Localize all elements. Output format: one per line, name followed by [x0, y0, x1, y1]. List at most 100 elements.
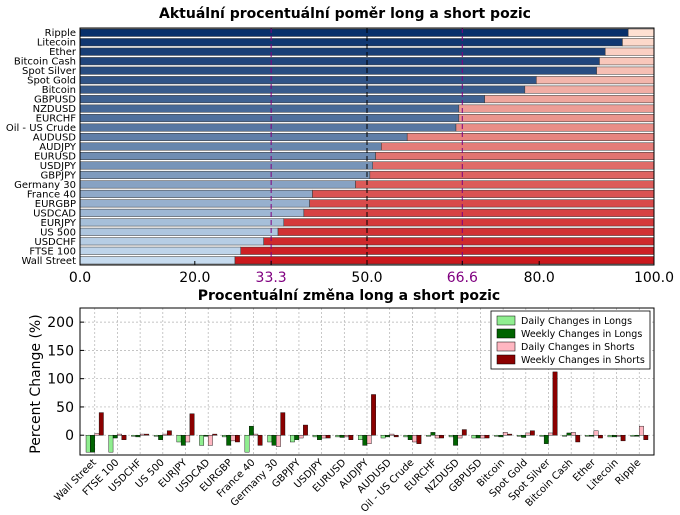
change-bar [543, 435, 549, 444]
change-bar [121, 435, 127, 440]
y-tick-label: 200 [47, 315, 74, 331]
change-bar [280, 412, 286, 436]
change-bar [117, 433, 122, 436]
long-bar [79, 142, 382, 151]
change-bar [344, 435, 349, 438]
short-bar [484, 95, 655, 104]
short-bar [458, 104, 655, 113]
change-bar [589, 435, 595, 437]
long-bar [79, 227, 279, 236]
change-bar [393, 435, 399, 438]
long-bar [79, 189, 313, 198]
change-bar [639, 425, 644, 436]
change-bar [643, 435, 649, 440]
change-bar [276, 435, 281, 447]
change-bar [475, 435, 481, 439]
long-bar [79, 38, 623, 47]
short-bar [312, 189, 655, 198]
change-bar [294, 435, 300, 440]
change-bar [230, 435, 236, 442]
change-bar [362, 435, 368, 446]
short-bar [303, 208, 655, 217]
change-bar [430, 432, 436, 436]
change-bar [539, 435, 545, 437]
change-bar [521, 435, 527, 438]
change-bar [461, 429, 467, 436]
top-chart-title: Aktuální procentuální poměr long a short… [159, 6, 531, 22]
change-bar [253, 433, 259, 436]
category-label: US 500 [40, 227, 76, 238]
category-label: AUDJPY [39, 142, 77, 153]
change-bar [271, 435, 277, 446]
change-bar [593, 430, 599, 436]
change-bar [612, 435, 617, 438]
long-bar [79, 66, 597, 75]
x-tick-label: 20.0 [179, 270, 210, 286]
change-bar [244, 435, 250, 453]
change-bar [620, 435, 626, 442]
long-bar [79, 199, 310, 208]
change-bar [457, 435, 463, 439]
short-bar [604, 47, 655, 56]
change-bar [502, 432, 508, 436]
change-bar [484, 435, 490, 439]
change-bar [212, 433, 218, 436]
change-bar [180, 435, 186, 446]
long-bar [79, 95, 485, 104]
long-bar [79, 170, 371, 179]
change-bar [548, 432, 554, 436]
short-bar [277, 227, 655, 236]
change-bar [108, 435, 114, 453]
legend-swatch [496, 328, 516, 339]
change-bar [434, 435, 440, 439]
change-bar [575, 435, 581, 443]
x-tick-label: 100.0 [634, 270, 674, 286]
long-bar [79, 123, 457, 132]
category-label: FTSE 100 [29, 246, 76, 257]
category-label: USDCAD [33, 208, 76, 219]
change-bar [162, 433, 168, 436]
plot-frame [79, 307, 655, 456]
change-bar [290, 435, 295, 443]
short-bar [234, 256, 655, 265]
x-tick-label: 33.3 [256, 270, 287, 286]
change-bar [166, 430, 172, 436]
change-bar [634, 435, 640, 437]
category-label: EURJPY [41, 218, 77, 229]
category-label: Germany 30 [14, 180, 76, 191]
short-bar [455, 123, 655, 132]
legend-swatch [496, 341, 516, 352]
change-bar [348, 435, 354, 440]
change-bar [135, 435, 141, 438]
category-label: France 40 [27, 189, 76, 200]
change-bar [90, 435, 95, 453]
change-bar [358, 435, 363, 440]
legend-label: Daily Changes in Shorts [521, 342, 635, 353]
change-bar [529, 430, 535, 436]
change-bar [267, 435, 273, 443]
change-bar [380, 435, 386, 439]
change-bar [416, 435, 422, 444]
x-category-label: Ripple [613, 457, 643, 487]
change-bar [235, 435, 240, 443]
category-label: EURGBP [35, 199, 76, 210]
change-bar [185, 435, 191, 443]
change-bar [480, 435, 486, 439]
category-label: NZDUSD [33, 104, 77, 115]
change-bar [325, 435, 331, 439]
change-bar [248, 425, 254, 436]
category-label: GBPUSD [34, 95, 76, 106]
change-bar [598, 435, 603, 439]
change-bar [199, 435, 205, 446]
change-bar [189, 413, 195, 436]
short-bar [381, 142, 655, 151]
category-label: Spot Gold [27, 76, 76, 87]
change-bar [494, 435, 499, 437]
category-label: USDJPY [40, 161, 77, 172]
category-label: EURUSD [34, 151, 76, 162]
legend-label: Weekly Changes in Longs [521, 329, 642, 340]
change-bar [371, 394, 376, 436]
long-bar [79, 180, 356, 189]
